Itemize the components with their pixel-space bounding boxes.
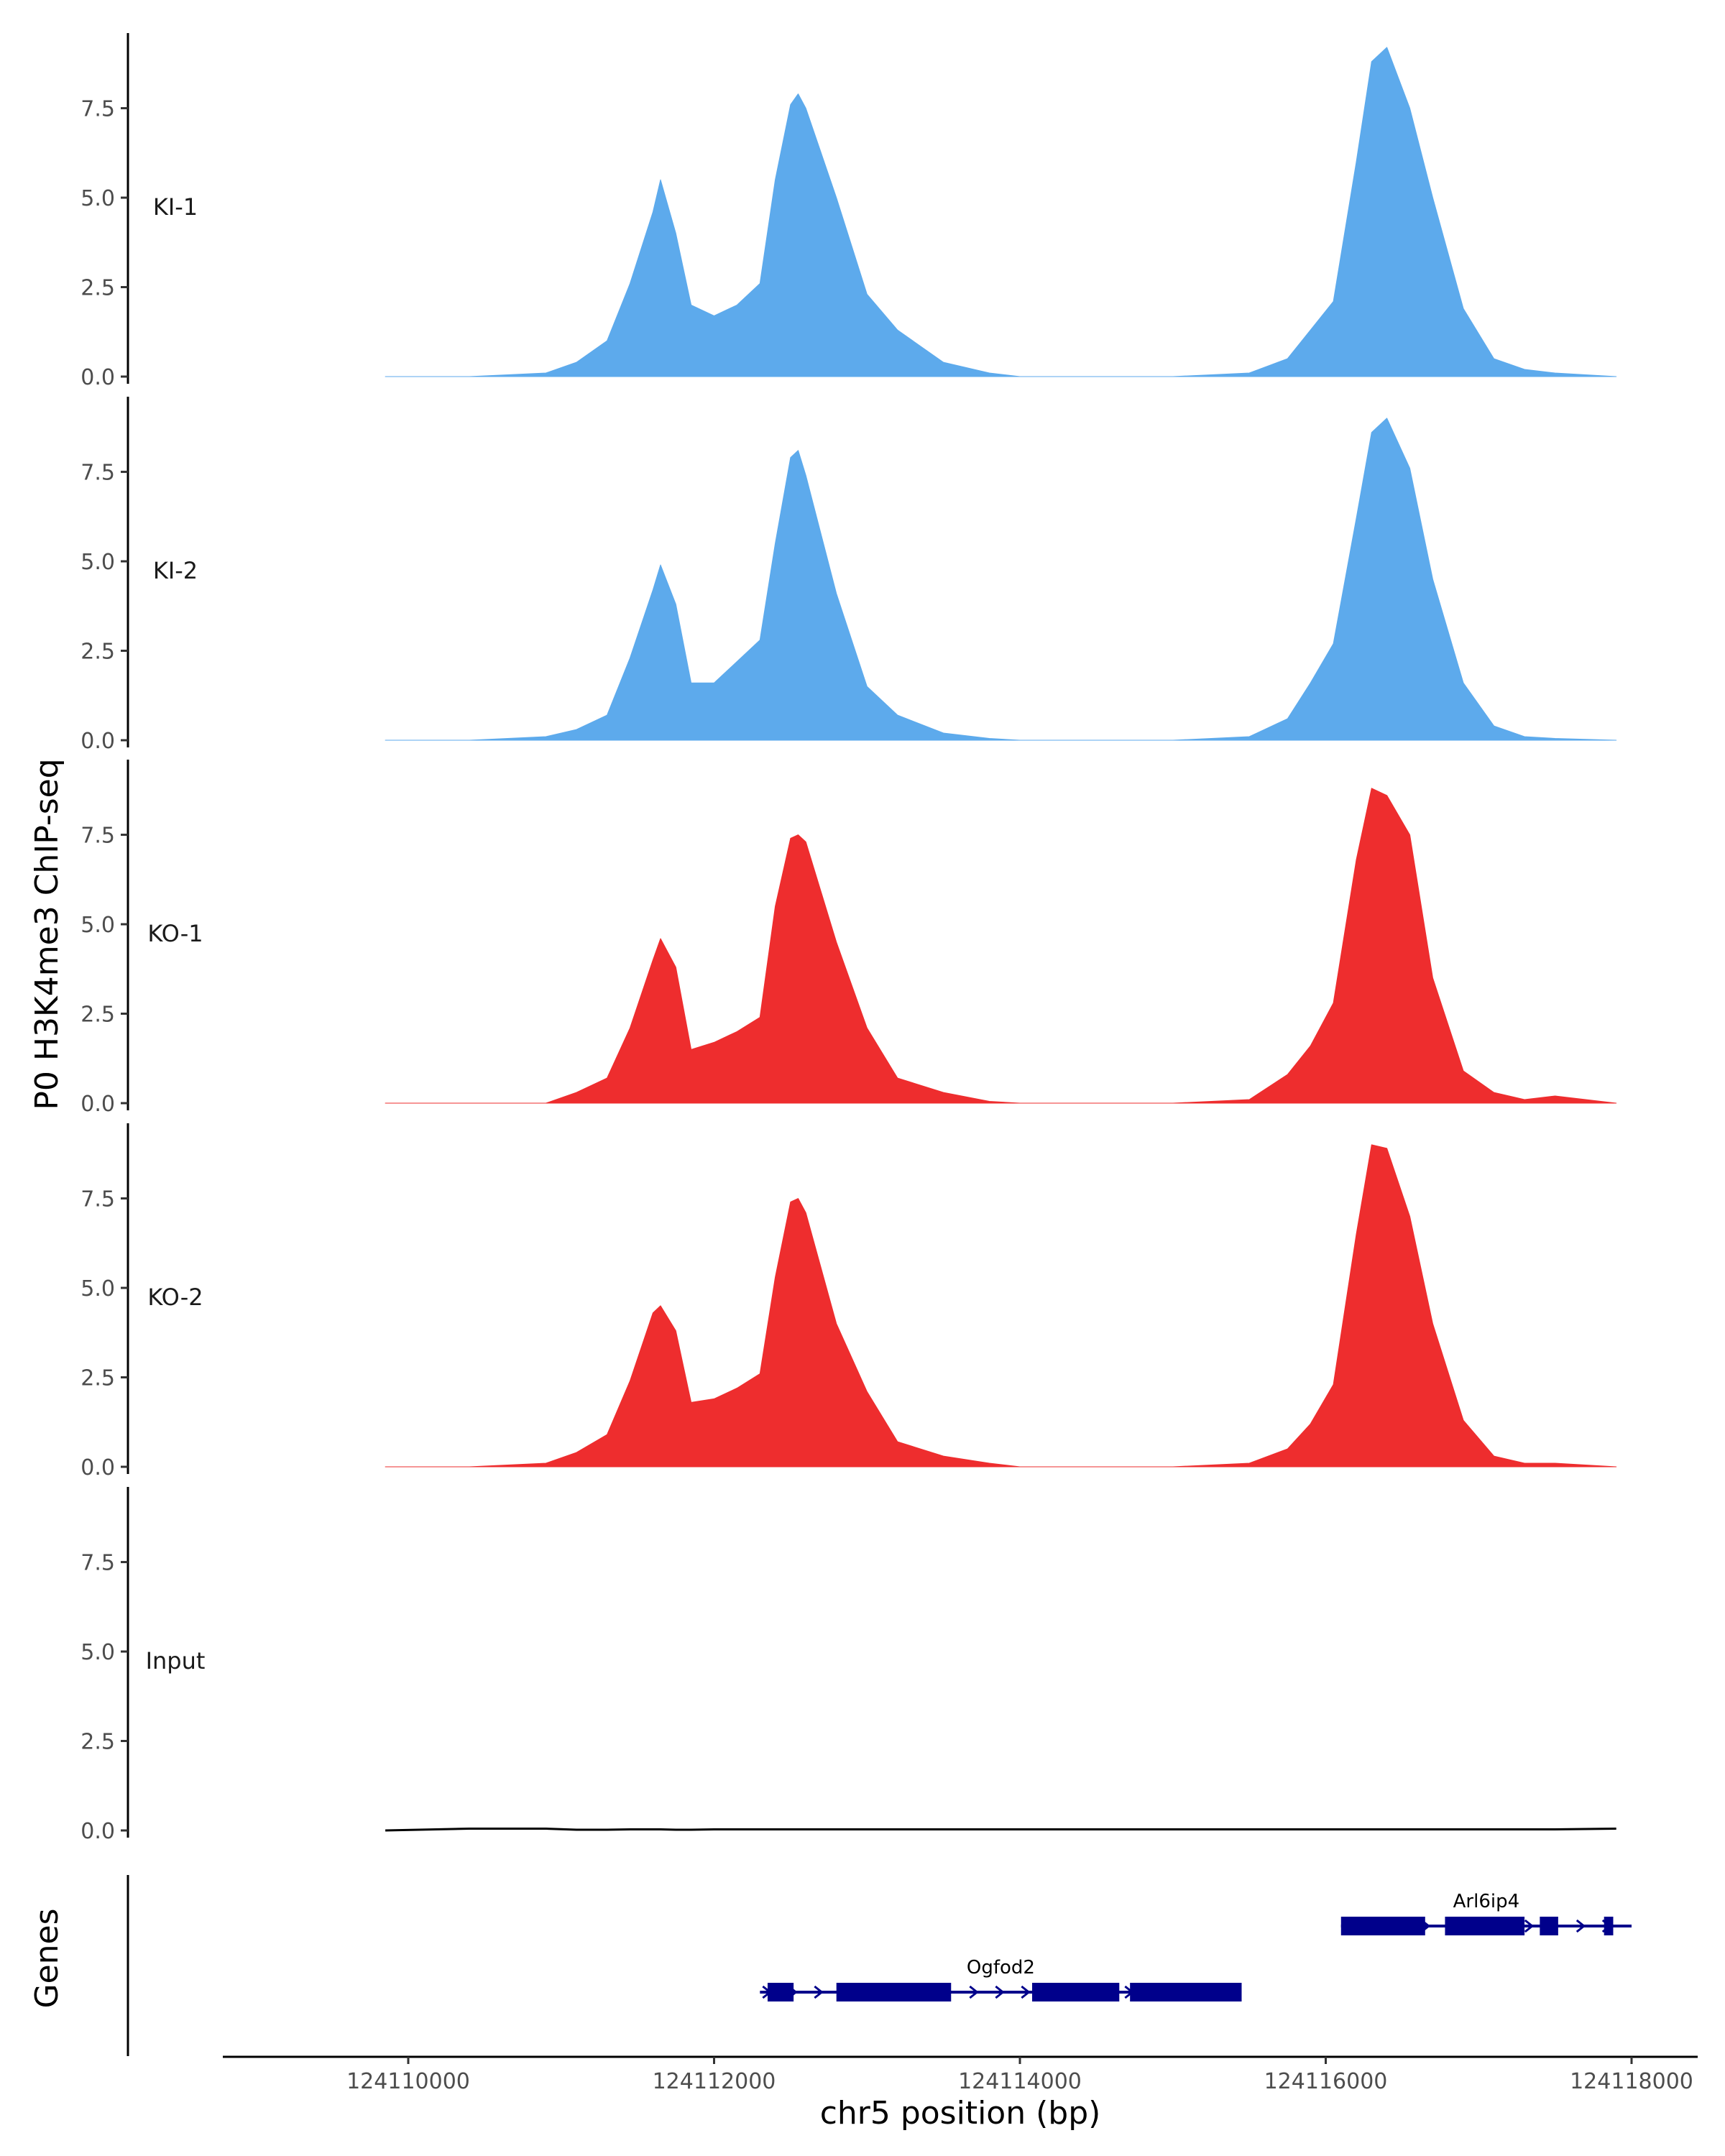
track-ki-2: 0.0 2.5 5.0 7.5 KI-2 bbox=[80, 397, 1617, 754]
gene-exon bbox=[1340, 1917, 1425, 1935]
gene-exon bbox=[1604, 1917, 1614, 1935]
signal-area-ko-2 bbox=[385, 1144, 1617, 1468]
x-tick-label: 124116000 bbox=[1264, 2069, 1388, 2094]
y-tick-label: 7.5 bbox=[80, 97, 115, 122]
y-tick-label: 2.5 bbox=[80, 1003, 115, 1028]
y-tick-label: 5.0 bbox=[80, 1276, 115, 1302]
gene-ogfod2: Ogfod2 bbox=[760, 1957, 1242, 2001]
gene-exon bbox=[1445, 1917, 1525, 1935]
gene-strand-arrow bbox=[969, 1985, 979, 1999]
x-tick-label: 124112000 bbox=[653, 2069, 776, 2094]
gene-arl6ip4: Arl6ip4 bbox=[1340, 1891, 1632, 1935]
y-tick-label: 0.0 bbox=[80, 1092, 115, 1117]
track-ko-2: 0.0 2.5 5.0 7.5 KO-2 bbox=[80, 1123, 1617, 1480]
track-ko-1: 0.0 2.5 5.0 7.5 KO-1 bbox=[80, 760, 1617, 1117]
y-tick-label: 5.0 bbox=[80, 1640, 115, 1665]
track-ki-1: 0.0 2.5 5.0 7.5 KI-1 bbox=[80, 33, 1617, 390]
gene-exon bbox=[1130, 1983, 1242, 2001]
gene-exon bbox=[1032, 1983, 1120, 2001]
gene-strand-arrow bbox=[995, 1985, 1005, 1999]
y-tick-label: 7.5 bbox=[80, 1551, 115, 1576]
gene-label-ogfod2: Ogfod2 bbox=[967, 1957, 1035, 1978]
y-tick-label: 5.0 bbox=[80, 550, 115, 575]
gene-label-arl6ip4: Arl6ip4 bbox=[1453, 1891, 1520, 1912]
gene-strand-arrow bbox=[1576, 1919, 1586, 1933]
gene-exon bbox=[836, 1983, 952, 2001]
track-label-ki-2: KI-2 bbox=[153, 557, 198, 584]
track-label-ki-1: KI-1 bbox=[153, 193, 198, 221]
track-label-ko-1: KO-1 bbox=[147, 920, 203, 947]
y-tick-label: 2.5 bbox=[80, 1366, 115, 1391]
signal-tracks: 0.0 2.5 5.0 7.5 KI-1 0.0 2.5 5.0 7.5 KI-2 0.0 2.5 5.… bbox=[80, 33, 1617, 1844]
gene-exon bbox=[767, 1983, 794, 2001]
track-label-ko-2: KO-2 bbox=[147, 1284, 203, 1311]
y-tick-label: 7.5 bbox=[80, 1187, 115, 1212]
signal-area-ko-1 bbox=[385, 788, 1617, 1104]
y-tick-label: 7.5 bbox=[80, 461, 115, 486]
y-axis-title: P0 H3K4me3 ChIP-seq bbox=[29, 758, 65, 1110]
gene-track-title: Genes bbox=[29, 1908, 65, 2008]
y-tick-label: 2.5 bbox=[80, 640, 115, 665]
gene-strand-arrow bbox=[1524, 1919, 1535, 1933]
signal-line-input bbox=[385, 1828, 1616, 1832]
y-tick-label: 2.5 bbox=[80, 1730, 115, 1755]
track-label-input: Input bbox=[146, 1647, 206, 1674]
x-tick-label: 124110000 bbox=[346, 2069, 470, 2094]
gene-exon bbox=[1540, 1917, 1558, 1935]
y-tick-label: 0.0 bbox=[80, 365, 115, 390]
x-axis-title: chr5 position (bp) bbox=[820, 2095, 1101, 2132]
x-tick-label: 124114000 bbox=[958, 2069, 1082, 2094]
signal-area-ki-1 bbox=[385, 47, 1617, 377]
signal-area-ki-2 bbox=[385, 418, 1617, 741]
x-axis: 124110000 124112000 124114000 124116000 1241… bbox=[223, 2055, 1698, 2094]
y-tick-label: 5.0 bbox=[80, 913, 115, 938]
y-tick-label: 0.0 bbox=[80, 1819, 115, 1844]
y-tick-label: 0.0 bbox=[80, 1455, 115, 1480]
gene-track: Arl6ip4 Ogfod2 bbox=[126, 1875, 1632, 2056]
gene-strand-arrow bbox=[814, 1985, 824, 1999]
y-tick-label: 2.5 bbox=[80, 276, 115, 301]
y-tick-label: 5.0 bbox=[80, 186, 115, 211]
x-tick-label: 124118000 bbox=[1570, 2069, 1693, 2094]
y-tick-label: 0.0 bbox=[80, 729, 115, 754]
track-input: 0.0 2.5 5.0 7.5 Input bbox=[80, 1487, 1616, 1844]
y-tick-label: 7.5 bbox=[80, 824, 115, 849]
gene-strand-arrow bbox=[1021, 1985, 1031, 1999]
